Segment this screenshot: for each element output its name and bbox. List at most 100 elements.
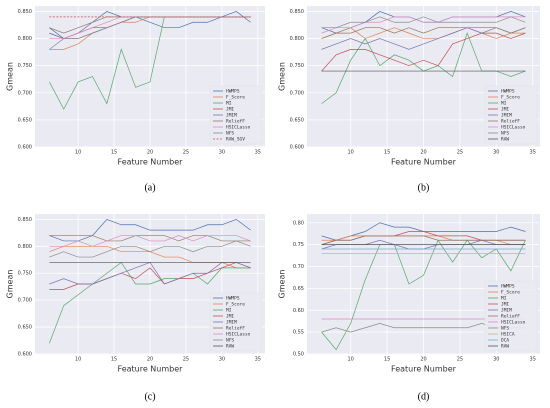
legend-label: NFS bbox=[226, 338, 234, 344]
y-tick-label: 0.700 bbox=[290, 90, 304, 96]
x-tick-label: 25 bbox=[183, 357, 189, 363]
legend-label: JMI bbox=[501, 302, 509, 308]
series-line bbox=[49, 11, 251, 39]
x-tick-label: 15 bbox=[111, 150, 117, 156]
legend-label: MI bbox=[501, 101, 507, 107]
legend-label: JMI bbox=[226, 107, 234, 113]
y-tick-label: 0.850 bbox=[18, 217, 32, 223]
series-line bbox=[49, 240, 251, 258]
legend-label: HSICLasso bbox=[501, 320, 526, 326]
x-axis-label: Feature Number bbox=[391, 158, 457, 167]
legend-label: MI bbox=[501, 296, 507, 302]
legend-label: HWMPS bbox=[226, 89, 240, 95]
series-line bbox=[321, 16, 526, 34]
series-line bbox=[321, 235, 526, 245]
y-tick-label: 0.700 bbox=[18, 90, 32, 96]
x-tick-label: 15 bbox=[384, 357, 390, 363]
legend: HWMPSF_ScoreMIJMIJMIMReliefFHSICLassoNFS… bbox=[484, 280, 538, 352]
series-line bbox=[49, 16, 251, 50]
y-tick-label: 0.65 bbox=[293, 286, 304, 292]
legend-label: JMI bbox=[226, 314, 234, 320]
x-tick-label: 20 bbox=[420, 357, 426, 363]
series-line bbox=[321, 32, 526, 72]
x-tick-label: 35 bbox=[530, 150, 536, 156]
legend-label: JMIM bbox=[226, 113, 237, 119]
x-tick-label: 10 bbox=[348, 150, 354, 156]
panel-caption: (c) bbox=[144, 391, 155, 402]
x-tick-label: 25 bbox=[457, 150, 463, 156]
y-axis-label: Gmean bbox=[278, 270, 287, 299]
y-tick-label: 0.650 bbox=[18, 117, 32, 123]
legend-label: JMIM bbox=[501, 113, 512, 119]
y-tick-label: 0.600 bbox=[290, 145, 304, 151]
x-tick-label: 20 bbox=[420, 150, 426, 156]
legend-label: DCA bbox=[501, 338, 509, 344]
y-tick-label: 0.650 bbox=[290, 117, 304, 123]
x-tick-label: 20 bbox=[147, 357, 153, 363]
legend: HWMPSF_ScoreMIJMIJMIMReliefFHSICLassoNFS… bbox=[209, 292, 263, 352]
x-tick-label: 30 bbox=[493, 150, 499, 156]
y-tick-label: 0.55 bbox=[293, 330, 304, 336]
legend-label: RAW bbox=[501, 344, 509, 350]
legend-label: F_Score bbox=[501, 290, 520, 296]
panel-caption: (a) bbox=[144, 182, 155, 193]
legend-label: NFS bbox=[501, 326, 509, 332]
legend-label: JMIM bbox=[226, 320, 237, 326]
legend-label: HWMPS bbox=[501, 89, 515, 95]
legend-label: F_Score bbox=[226, 95, 245, 101]
legend-label: HWMPS bbox=[226, 296, 240, 302]
legend-label: HSICLasso bbox=[226, 332, 251, 338]
y-tick-label: 0.850 bbox=[18, 9, 32, 15]
x-axis-label: Feature Number bbox=[391, 365, 457, 374]
y-tick-label: 0.650 bbox=[18, 325, 32, 331]
x-tick-label: 10 bbox=[75, 357, 81, 363]
y-axis-label: Gmean bbox=[6, 62, 15, 91]
y-axis-label: Gmean bbox=[6, 270, 15, 299]
x-tick-label: 15 bbox=[384, 150, 390, 156]
y-tick-label: 0.750 bbox=[18, 271, 32, 277]
panel-caption: (b) bbox=[418, 182, 430, 193]
legend-label: JMIM bbox=[501, 308, 512, 314]
x-tick-label: 15 bbox=[111, 357, 117, 363]
legend-label: ReliefF bbox=[501, 314, 520, 320]
y-axis-label: Gmean bbox=[278, 62, 287, 91]
y-tick-label: 0.50 bbox=[293, 352, 304, 358]
x-tick-label: 20 bbox=[147, 150, 153, 156]
series-line bbox=[321, 27, 526, 50]
y-tick-label: 0.850 bbox=[290, 9, 304, 15]
x-tick-label: 10 bbox=[348, 357, 354, 363]
y-tick-label: 0.700 bbox=[18, 298, 32, 304]
legend-label: HSICA bbox=[501, 332, 515, 338]
legend-label: ReliefF bbox=[226, 119, 245, 125]
x-tick-label: 30 bbox=[219, 150, 225, 156]
y-tick-label: 0.80 bbox=[293, 220, 304, 226]
legend-label: NFS bbox=[226, 131, 234, 137]
y-tick-label: 0.70 bbox=[293, 264, 304, 270]
x-axis-label: Feature Number bbox=[118, 158, 184, 167]
legend-label: ReliefF bbox=[226, 326, 245, 332]
legend-label: RAW_SGV bbox=[226, 137, 245, 143]
legend-label: HWMPS bbox=[501, 284, 515, 290]
series-line bbox=[49, 235, 251, 242]
legend-label: ReliefF bbox=[501, 119, 520, 125]
x-tick-label: 35 bbox=[255, 357, 261, 363]
x-tick-label: 35 bbox=[255, 150, 261, 156]
series-line bbox=[49, 218, 251, 242]
legend-label: NFS bbox=[501, 131, 509, 137]
y-tick-label: 0.800 bbox=[18, 36, 32, 42]
x-tick-label: 35 bbox=[530, 357, 536, 363]
legend: HWMPSF_ScoreMIJMIJMIMReliefFHSICLassoNFS… bbox=[209, 85, 263, 145]
x-axis-label: Feature Number bbox=[118, 365, 184, 374]
legend-label: RAW bbox=[501, 137, 509, 143]
y-tick-label: 0.750 bbox=[18, 63, 32, 69]
series-line bbox=[321, 16, 526, 29]
y-tick-label: 0.800 bbox=[18, 244, 32, 250]
x-tick-label: 10 bbox=[75, 150, 81, 156]
series-line bbox=[49, 235, 251, 247]
legend-label: F_Score bbox=[226, 302, 245, 308]
legend-label: MI bbox=[226, 308, 232, 314]
y-tick-label: 0.60 bbox=[293, 308, 304, 314]
legend: HWMPSF_ScoreMIJMIJMIMReliefFHSICLassoNFS… bbox=[484, 85, 538, 145]
legend-label: RAW bbox=[226, 344, 234, 350]
legend-label: JMI bbox=[501, 107, 509, 113]
